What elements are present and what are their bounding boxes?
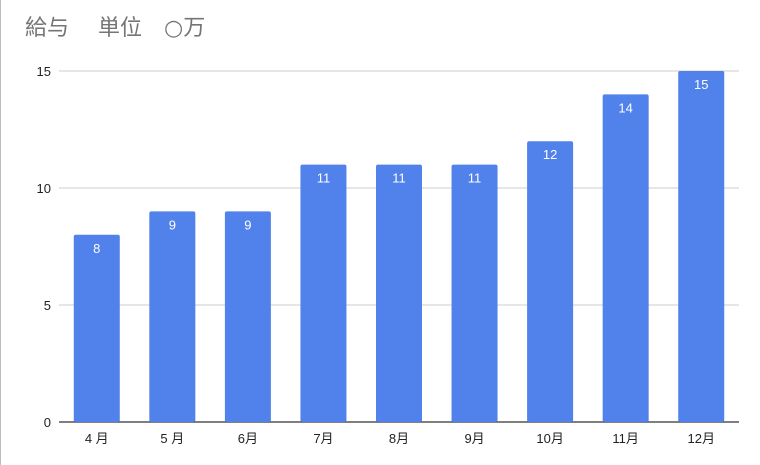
bar [678, 71, 725, 422]
x-tick-label: 7月 [313, 431, 333, 446]
bar-value-label: 14 [618, 100, 632, 115]
bar-value-label: 9 [169, 217, 176, 232]
bar [376, 164, 422, 422]
chart-title: 給与 単位 ○万 [25, 16, 206, 41]
y-tick-label: 15 [37, 64, 51, 79]
bar-value-label: 15 [694, 77, 708, 92]
bar [451, 164, 498, 422]
bar [149, 211, 196, 422]
bar-value-label: 11 [392, 171, 406, 186]
bar [300, 164, 347, 422]
bar [602, 94, 649, 423]
x-tick-label: 12月 [687, 431, 714, 446]
bar [73, 234, 120, 422]
x-tick-label: 9月 [464, 431, 484, 446]
y-axis-ticks: 0 5 10 15 [37, 64, 51, 430]
y-tick-label: 10 [37, 181, 51, 196]
bar-value-label: 11 [317, 171, 331, 186]
bar [527, 141, 574, 422]
x-tick-label: 8月 [389, 431, 409, 446]
bar-value-label: 12 [543, 147, 557, 162]
x-tick-label: 10月 [536, 431, 563, 446]
x-tick-label: 4 月 [85, 431, 109, 446]
x-tick-label: 5 月 [160, 431, 184, 446]
bar [224, 211, 271, 422]
y-tick-label: 0 [44, 415, 51, 430]
bar-value-label: 11 [468, 171, 482, 186]
x-tick-label: 6月 [238, 431, 258, 446]
bars: 8 9 9 11 11 11 12 14 15 [73, 71, 725, 423]
y-tick-label: 5 [44, 298, 51, 313]
bar-value-label: 9 [244, 217, 251, 232]
x-tick-label: 11月 [612, 431, 639, 446]
x-axis-ticks: 4 月 5 月 6月 7月 8月 9月 10月 11月 12月 [85, 431, 715, 446]
bar-value-label: 8 [93, 241, 100, 256]
